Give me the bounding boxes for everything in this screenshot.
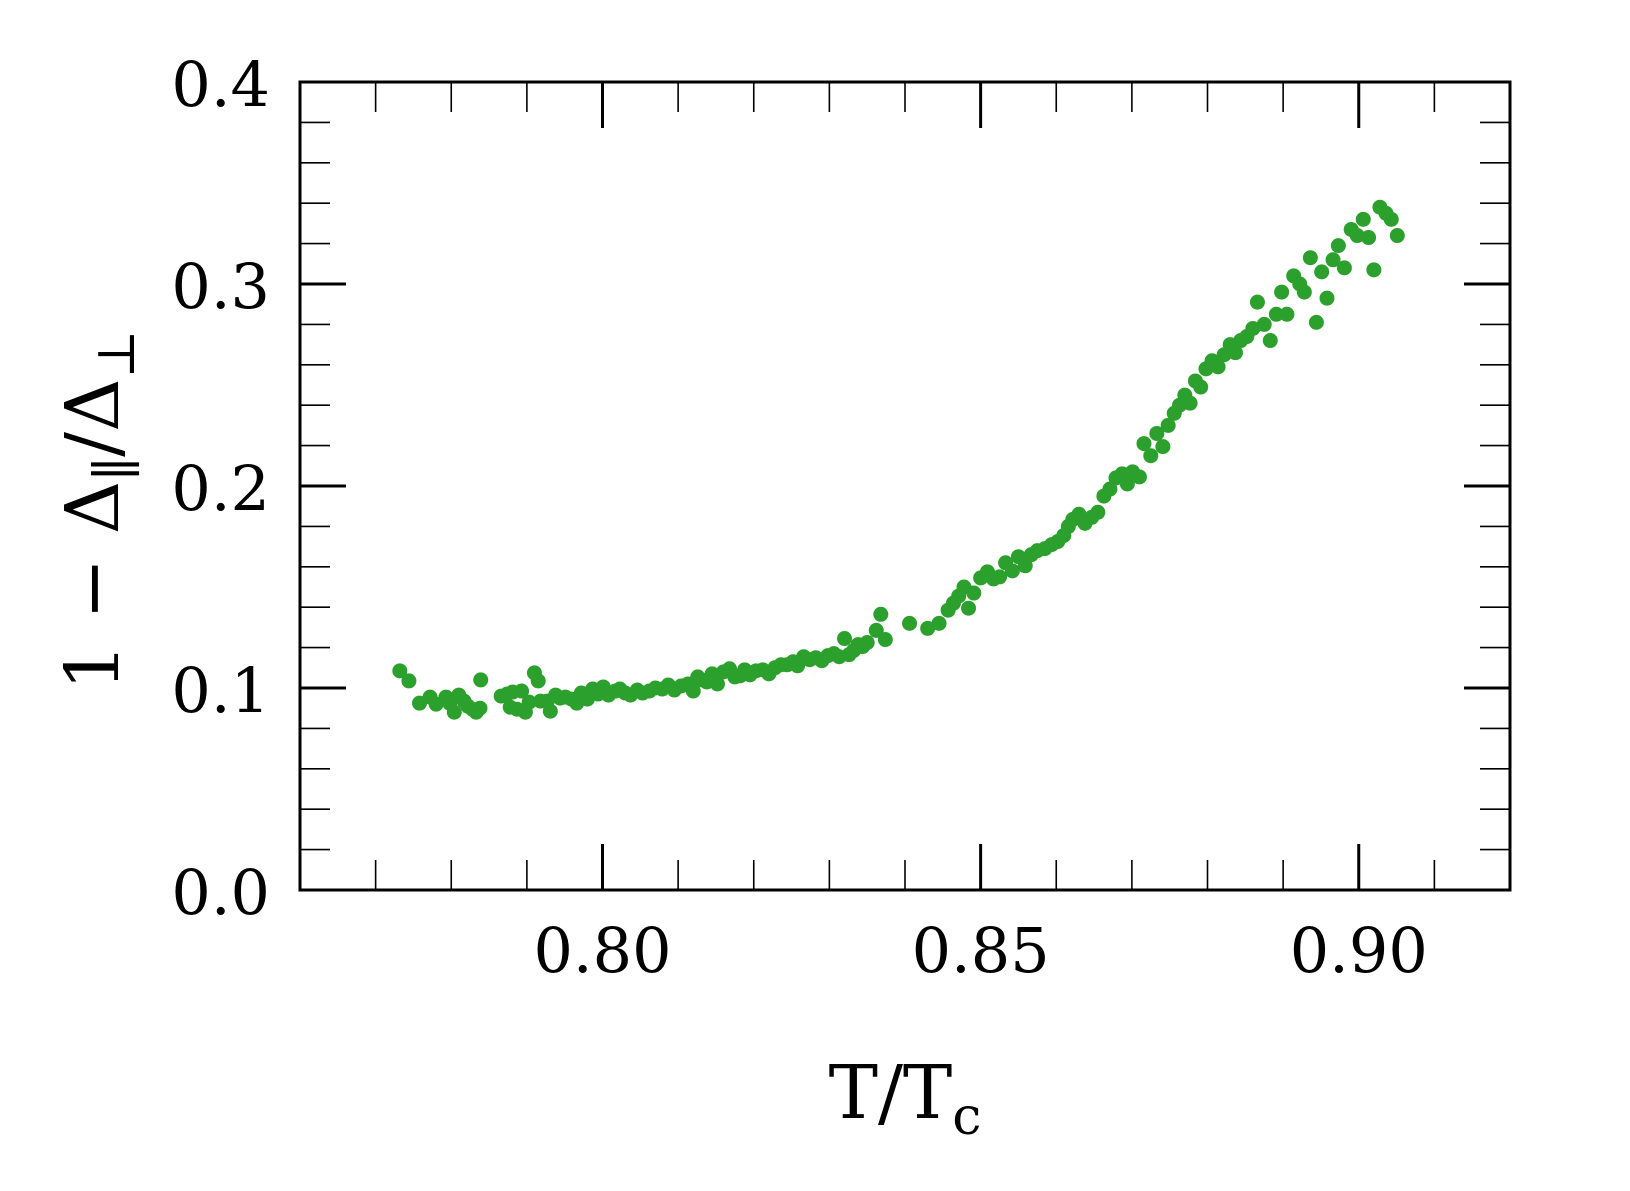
data-point xyxy=(859,635,875,651)
data-point xyxy=(1017,558,1033,574)
data-point xyxy=(1119,476,1135,492)
data-point xyxy=(1268,306,1284,322)
data-point xyxy=(1155,439,1171,455)
data-point xyxy=(1389,228,1405,244)
y-axis-label: 1 − Δ∥/Δ⊥ xyxy=(50,330,147,691)
data-point xyxy=(1143,448,1159,464)
data-point xyxy=(1336,260,1352,276)
data-point xyxy=(1149,425,1165,441)
data-point xyxy=(1355,211,1371,227)
data-point xyxy=(473,672,489,688)
data-point xyxy=(1249,294,1265,310)
data-point xyxy=(1245,320,1261,336)
y-tick-label: 0.1 xyxy=(171,654,270,727)
plot-frame xyxy=(298,80,1512,892)
data-point xyxy=(992,569,1008,585)
data-point xyxy=(1136,436,1152,452)
x-tick-label: 0.80 xyxy=(533,914,671,987)
data-point xyxy=(472,700,488,716)
data-points xyxy=(392,199,1405,720)
data-point xyxy=(709,676,725,692)
data-point xyxy=(1131,469,1147,485)
data-point xyxy=(902,615,918,631)
data-point xyxy=(446,704,462,720)
data-point xyxy=(392,663,408,679)
data-point xyxy=(1256,316,1272,332)
data-point xyxy=(931,615,947,631)
data-point xyxy=(1182,395,1198,411)
data-point xyxy=(1004,563,1020,579)
data-point xyxy=(542,703,558,719)
data-point xyxy=(961,600,977,616)
data-point xyxy=(920,620,936,636)
y-tick-label: 0.2 xyxy=(171,452,270,525)
data-point xyxy=(1262,333,1278,349)
tick-labels: 0.80 0.85 0.90 0.0 0.1 0.2 0.3 0.4 xyxy=(171,48,1427,987)
data-point xyxy=(1302,250,1318,266)
data-point xyxy=(1102,481,1118,497)
data-point xyxy=(1296,284,1312,300)
data-point xyxy=(1319,290,1335,306)
data-point xyxy=(530,673,546,689)
x-tick-label: 0.90 xyxy=(1290,914,1428,987)
data-point xyxy=(1330,238,1346,254)
y-tick-label: 0.4 xyxy=(171,48,270,121)
data-point xyxy=(966,585,982,601)
data-point xyxy=(1308,314,1324,330)
data-point xyxy=(521,694,537,710)
data-point xyxy=(1090,504,1106,520)
data-point xyxy=(868,622,884,638)
data-point xyxy=(1314,264,1330,280)
data-point xyxy=(837,631,852,647)
axis-ticks xyxy=(300,82,1510,890)
data-point xyxy=(1361,230,1377,246)
data-point xyxy=(1383,211,1399,227)
data-point xyxy=(514,683,530,699)
data-point xyxy=(1325,252,1341,268)
x-tick-label: 0.85 xyxy=(912,914,1050,987)
data-point xyxy=(1193,379,1209,395)
y-tick-label: 0.3 xyxy=(171,250,270,323)
data-point xyxy=(401,673,417,689)
data-point xyxy=(1274,284,1290,300)
x-axis-label: T/Tc xyxy=(829,1050,982,1147)
data-point xyxy=(877,632,893,648)
y-tick-label: 0.0 xyxy=(171,856,270,929)
data-point xyxy=(1279,306,1295,322)
data-point xyxy=(1227,345,1243,361)
data-point xyxy=(1210,359,1226,375)
data-point xyxy=(873,606,889,622)
data-point xyxy=(685,683,701,699)
data-point xyxy=(1349,228,1365,244)
data-point xyxy=(1366,262,1382,278)
data-point xyxy=(1160,417,1176,433)
